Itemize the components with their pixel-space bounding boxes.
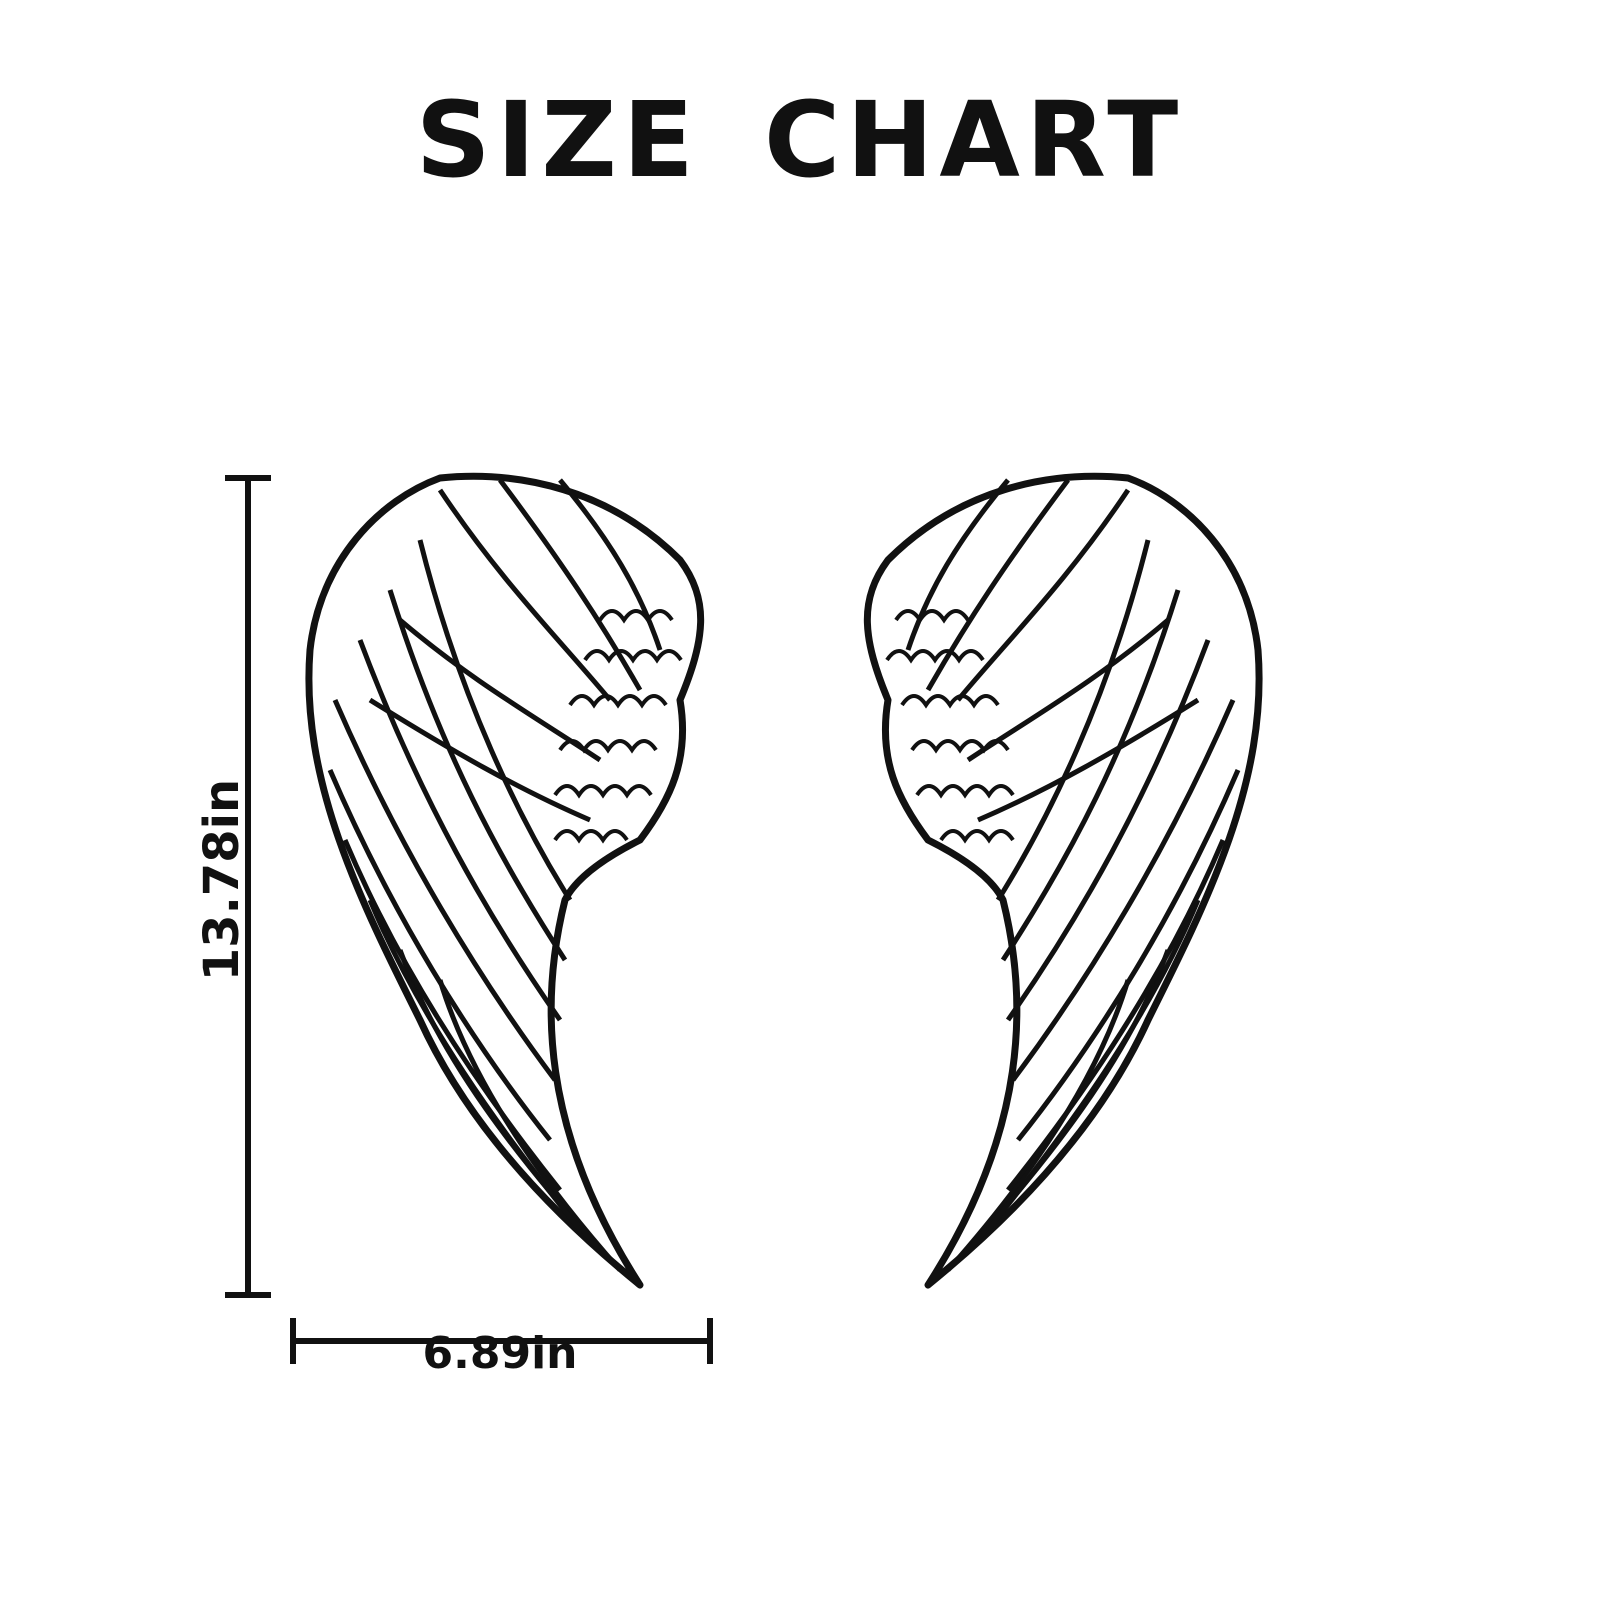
height-label: 13.78in (194, 778, 250, 982)
width-label: 6.89in (422, 1328, 578, 1379)
width-dimension-line (290, 1318, 713, 1364)
right-wing-icon (867, 476, 1259, 1285)
left-wing-icon (309, 476, 701, 1285)
height-dimension-line (225, 475, 271, 1298)
page-title: SIZE CHART (415, 79, 1185, 201)
